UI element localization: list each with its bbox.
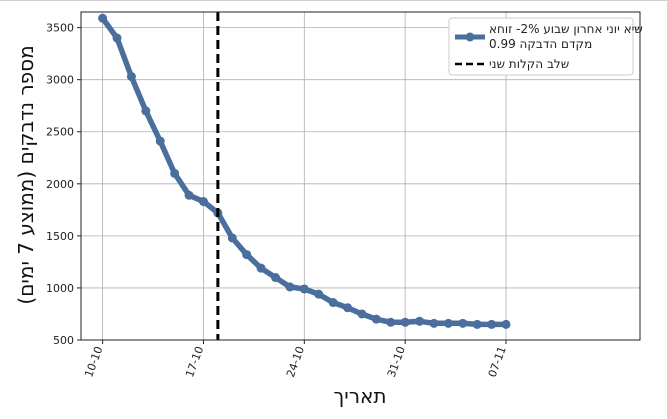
legend-series-marker: [465, 32, 475, 42]
data-point: [371, 314, 381, 324]
data-point: [314, 289, 324, 299]
legend-box: [448, 17, 634, 76]
data-point: [242, 250, 252, 260]
x-axis-title: תאריך: [333, 384, 386, 408]
y-tick-label: 1000: [46, 282, 74, 295]
data-point: [256, 263, 266, 273]
data-point: [98, 13, 108, 23]
data-point: [227, 233, 237, 243]
data-point: [343, 303, 353, 313]
series-layer: [98, 13, 511, 329]
data-point: [170, 168, 180, 178]
data-point: [112, 33, 122, 43]
data-point: [270, 273, 280, 283]
legend-series-line: 0.99 מקדם הדבקה: [489, 37, 592, 51]
x-tick-label: 24-10: [284, 345, 307, 379]
y-tick-label: 3000: [46, 74, 74, 87]
y-tick-label: 2500: [46, 126, 74, 139]
plot-frame: [80, 11, 641, 341]
data-point: [415, 316, 425, 326]
data-point: [184, 190, 194, 200]
data-point: [155, 136, 165, 146]
data-point: [285, 282, 295, 292]
y-tick-label: 1500: [46, 230, 74, 243]
data-point: [141, 106, 151, 116]
data-point: [299, 284, 309, 294]
legend-vline-label: שלב הקלות שני: [489, 57, 569, 71]
data-point: [458, 318, 468, 328]
data-point: [386, 317, 396, 327]
x-tick-label: 07-11: [486, 345, 509, 379]
data-point: [487, 319, 497, 329]
data-point: [126, 72, 136, 82]
y-tick-label: 2000: [46, 178, 74, 191]
data-point: [328, 298, 338, 308]
legend-series-line: שיא יוני אחרון שבוע 2%- זוחא: [489, 22, 643, 36]
y-axis-title: מספר נדבקים (ממוצע 7 ימים): [14, 45, 38, 304]
data-point: [198, 197, 208, 207]
y-tick-label: 3500: [46, 22, 74, 35]
y-tick-label: 500: [53, 334, 74, 347]
y-axis: 500 1000 1500 2000 2500 3000 3500: [46, 22, 81, 347]
legend-series-label: שיא יוני אחרון שבוע 2%- זוחא 0.99 מקדם הד…: [489, 22, 643, 51]
x-axis: 10-10 17-10 24-10 31-10 07-11: [82, 340, 509, 379]
data-point: [400, 317, 410, 327]
data-point: [357, 309, 367, 319]
x-tick-label: 10-10: [82, 345, 105, 379]
data-point: [501, 319, 511, 329]
data-point: [472, 319, 482, 329]
legend: שיא יוני אחרון שבוע 2%- זוחא 0.99 מקדם הד…: [448, 17, 643, 76]
data-point: [443, 318, 453, 328]
x-tick-label: 31-10: [385, 345, 408, 379]
data-point: [429, 318, 439, 328]
x-tick-label: 17-10: [183, 345, 206, 379]
